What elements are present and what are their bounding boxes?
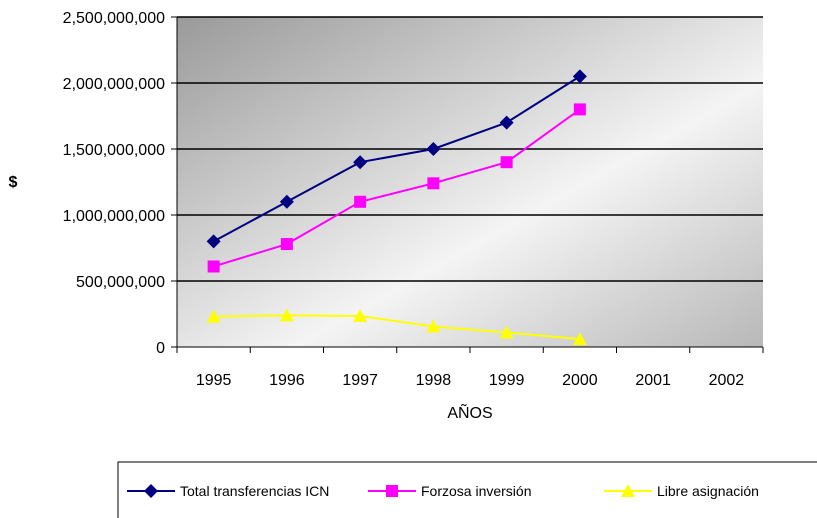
series-line: [213, 314, 580, 341]
legend-item: Forzosa inversión: [368, 483, 532, 499]
series: [206, 69, 587, 249]
x-tick-label: 2002: [709, 372, 745, 389]
y-tick-labels: 0 500,000,000 1,000,000,000 1,500,000,000 2,…: [63, 10, 165, 357]
data-point: [206, 309, 221, 323]
legend-item: Total transferencias ICN: [127, 483, 329, 499]
data-point: [279, 194, 294, 209]
x-tick-label: 2001: [635, 372, 671, 389]
data-point: [427, 177, 440, 190]
data-point: [500, 156, 513, 169]
data-point: [353, 308, 368, 322]
legend-label: Total transferencias ICN: [180, 483, 329, 499]
y-tick-label: 0: [156, 340, 165, 357]
data-point: [573, 103, 586, 116]
x-tick-labels: 1995 1996 1997 1998 1999 2000 2001 2002: [196, 372, 744, 389]
x-tick-label: 1995: [196, 372, 232, 389]
data-point: [206, 234, 221, 249]
data-point: [572, 69, 587, 84]
data-point: [279, 308, 294, 322]
y-axis-title: $: [9, 174, 18, 191]
data-point: [426, 319, 441, 333]
data-point: [426, 142, 441, 156]
data-point: [353, 155, 368, 170]
series-line: [213, 75, 581, 243]
y-tick-label: 1,000,000,000: [63, 208, 165, 225]
data-point: [207, 260, 220, 273]
x-axis-title: AÑOS: [447, 402, 492, 422]
x-tick-label: 1999: [489, 372, 525, 389]
legend-label: Libre asignación: [657, 483, 759, 499]
legend-item: Libre asignación: [604, 483, 759, 499]
data-point: [354, 195, 367, 208]
legend-box: [117, 461, 817, 518]
data-point: [621, 484, 635, 497]
legend-label: Forzosa inversión: [421, 483, 532, 499]
series: [206, 308, 587, 346]
x-tick-label: 1998: [416, 372, 452, 389]
data-point: [386, 485, 398, 497]
axes: [171, 16, 764, 353]
data-point: [572, 332, 587, 346]
gridlines: [177, 16, 763, 282]
plot-area: [177, 17, 763, 347]
y-tick-label: 2,500,000,000: [63, 10, 165, 27]
data-point: [280, 238, 293, 251]
data-point: [144, 484, 158, 498]
y-tick-label: 500,000,000: [76, 274, 165, 291]
y-tick-label: 2,000,000,000: [63, 76, 165, 93]
x-tick-label: 1996: [269, 372, 305, 389]
series-line: [213, 108, 581, 268]
x-tick-label: 1997: [342, 372, 378, 389]
x-tick-label: 2000: [562, 372, 598, 389]
y-tick-label: 1,500,000,000: [63, 142, 165, 159]
series: [207, 103, 586, 273]
data-point: [499, 115, 514, 130]
legend: Total transferencias ICN Forzosa inversió…: [117, 461, 817, 518]
data-point: [499, 325, 514, 339]
series-group: [206, 69, 587, 346]
